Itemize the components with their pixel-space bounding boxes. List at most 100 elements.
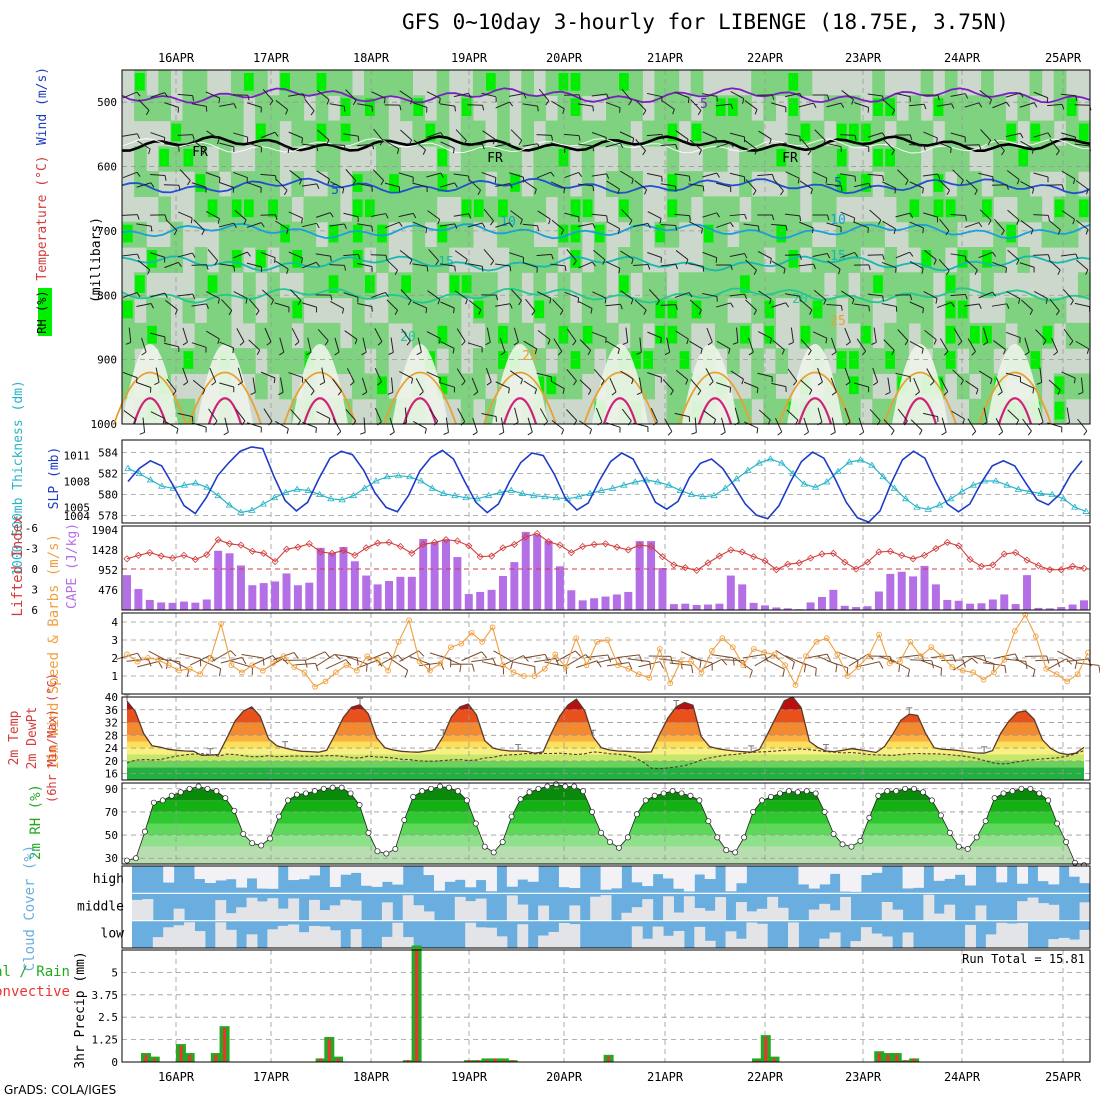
wind-barb — [304, 651, 326, 662]
wind-barb — [371, 291, 386, 299]
wind-barb — [426, 331, 441, 339]
cloud-cell — [298, 866, 310, 880]
rh-cell — [981, 373, 994, 400]
lifted-marker — [544, 538, 553, 546]
rh-cell — [388, 70, 401, 96]
wind-barb-tick — [697, 110, 702, 116]
thickness-marker — [766, 455, 775, 462]
rh-cell-high — [667, 123, 678, 142]
rh-cell — [424, 247, 438, 273]
rh-cell — [521, 70, 534, 96]
wind-barb — [1061, 132, 1076, 138]
rh-cell — [279, 247, 292, 273]
rh-cell — [255, 322, 268, 349]
precip-conv-bar — [415, 949, 419, 1062]
wind-barb-tick — [459, 664, 462, 673]
wind-barb — [301, 143, 317, 147]
wind-barb — [952, 369, 964, 381]
wind-barb — [481, 412, 497, 418]
wind-barb — [716, 302, 731, 308]
wind-barb — [404, 407, 408, 423]
rh-cell — [823, 297, 837, 324]
wind-barb — [706, 327, 713, 343]
wind-barb-tick — [136, 172, 141, 177]
wind-barb — [510, 129, 523, 141]
wind-barb-tick — [882, 295, 884, 302]
wind-barb-tick — [1085, 189, 1089, 195]
cloud-cell — [142, 899, 154, 921]
wind-barb — [536, 134, 552, 136]
cape-bar — [761, 605, 769, 610]
rh-cell — [412, 297, 426, 324]
wind-barb — [702, 293, 718, 297]
rh-cell — [908, 145, 922, 172]
wind-barb-tick — [709, 381, 714, 386]
wind-barb — [356, 659, 378, 669]
wind-barb — [346, 655, 368, 665]
wind-barb — [224, 417, 229, 433]
cloud-cell — [642, 899, 654, 921]
wind-barb-tick — [519, 219, 523, 225]
rh-cell-high — [703, 224, 714, 243]
cloud-cell — [246, 866, 258, 879]
wind-barb — [1033, 91, 1048, 99]
wind-barb — [344, 330, 358, 340]
wind-barb-tick — [352, 180, 357, 186]
wind-barb — [702, 212, 717, 218]
rh-cell — [920, 297, 934, 324]
wind-barb — [288, 211, 303, 219]
rh-cell — [230, 120, 244, 147]
rh-cell-high — [256, 250, 266, 268]
wind-barb-tick — [826, 253, 831, 259]
thickness-marker — [451, 491, 459, 499]
rh-cell-high — [207, 275, 218, 293]
thickness-marker — [473, 495, 482, 502]
wind-barb-tick — [301, 137, 304, 144]
wind-speed-marker — [886, 660, 893, 667]
wind-barb — [343, 253, 359, 257]
thickness-marker — [304, 486, 313, 493]
wind-barb — [800, 379, 813, 391]
rh-cell-high — [231, 199, 242, 218]
wind-barb-tick — [362, 391, 368, 396]
rh-marker — [723, 847, 730, 854]
wind-barb-tick — [992, 252, 997, 257]
wind-barb — [509, 252, 524, 258]
cape-bar — [647, 541, 656, 610]
axis-unit-millibars: (millibars) — [89, 217, 104, 303]
rh-marker — [508, 813, 515, 820]
rh-cell-high — [740, 275, 750, 293]
cloud-cell — [975, 905, 987, 921]
wind-speed-marker — [406, 617, 412, 624]
wind-barb — [275, 260, 289, 270]
wind-barb — [150, 332, 165, 338]
rh-cell — [1041, 297, 1055, 324]
precip-conv-bar — [607, 1056, 611, 1062]
wind-barb — [426, 132, 441, 138]
wind-barb-tick — [756, 387, 759, 394]
wind-barb-tick — [287, 147, 290, 153]
wind-barb — [638, 661, 661, 668]
rh-cell-high — [244, 73, 254, 91]
wind-barb-tick — [490, 220, 494, 226]
lifted-marker — [1080, 564, 1088, 572]
wind-barb-tick — [1055, 310, 1060, 316]
rh-marker — [633, 811, 640, 818]
wind-barb — [523, 380, 537, 390]
wind-barb — [513, 327, 519, 343]
wind-barb — [551, 219, 564, 231]
wind-barb — [827, 260, 841, 270]
wind-barb — [840, 134, 856, 136]
wind-barb — [887, 377, 891, 393]
rh-marker — [955, 843, 962, 850]
rh-band — [127, 846, 1084, 864]
wind-barb-tick — [534, 189, 537, 195]
wind-barb-tick — [622, 341, 628, 345]
rh-marker — [750, 808, 757, 815]
wind-barb-tick — [929, 381, 935, 386]
wind-barb-tick — [435, 260, 440, 266]
wind-barb — [826, 222, 842, 228]
thickness-marker — [406, 472, 414, 480]
wind-barb-tick — [707, 341, 713, 346]
isotherm-label: FR — [192, 145, 208, 160]
